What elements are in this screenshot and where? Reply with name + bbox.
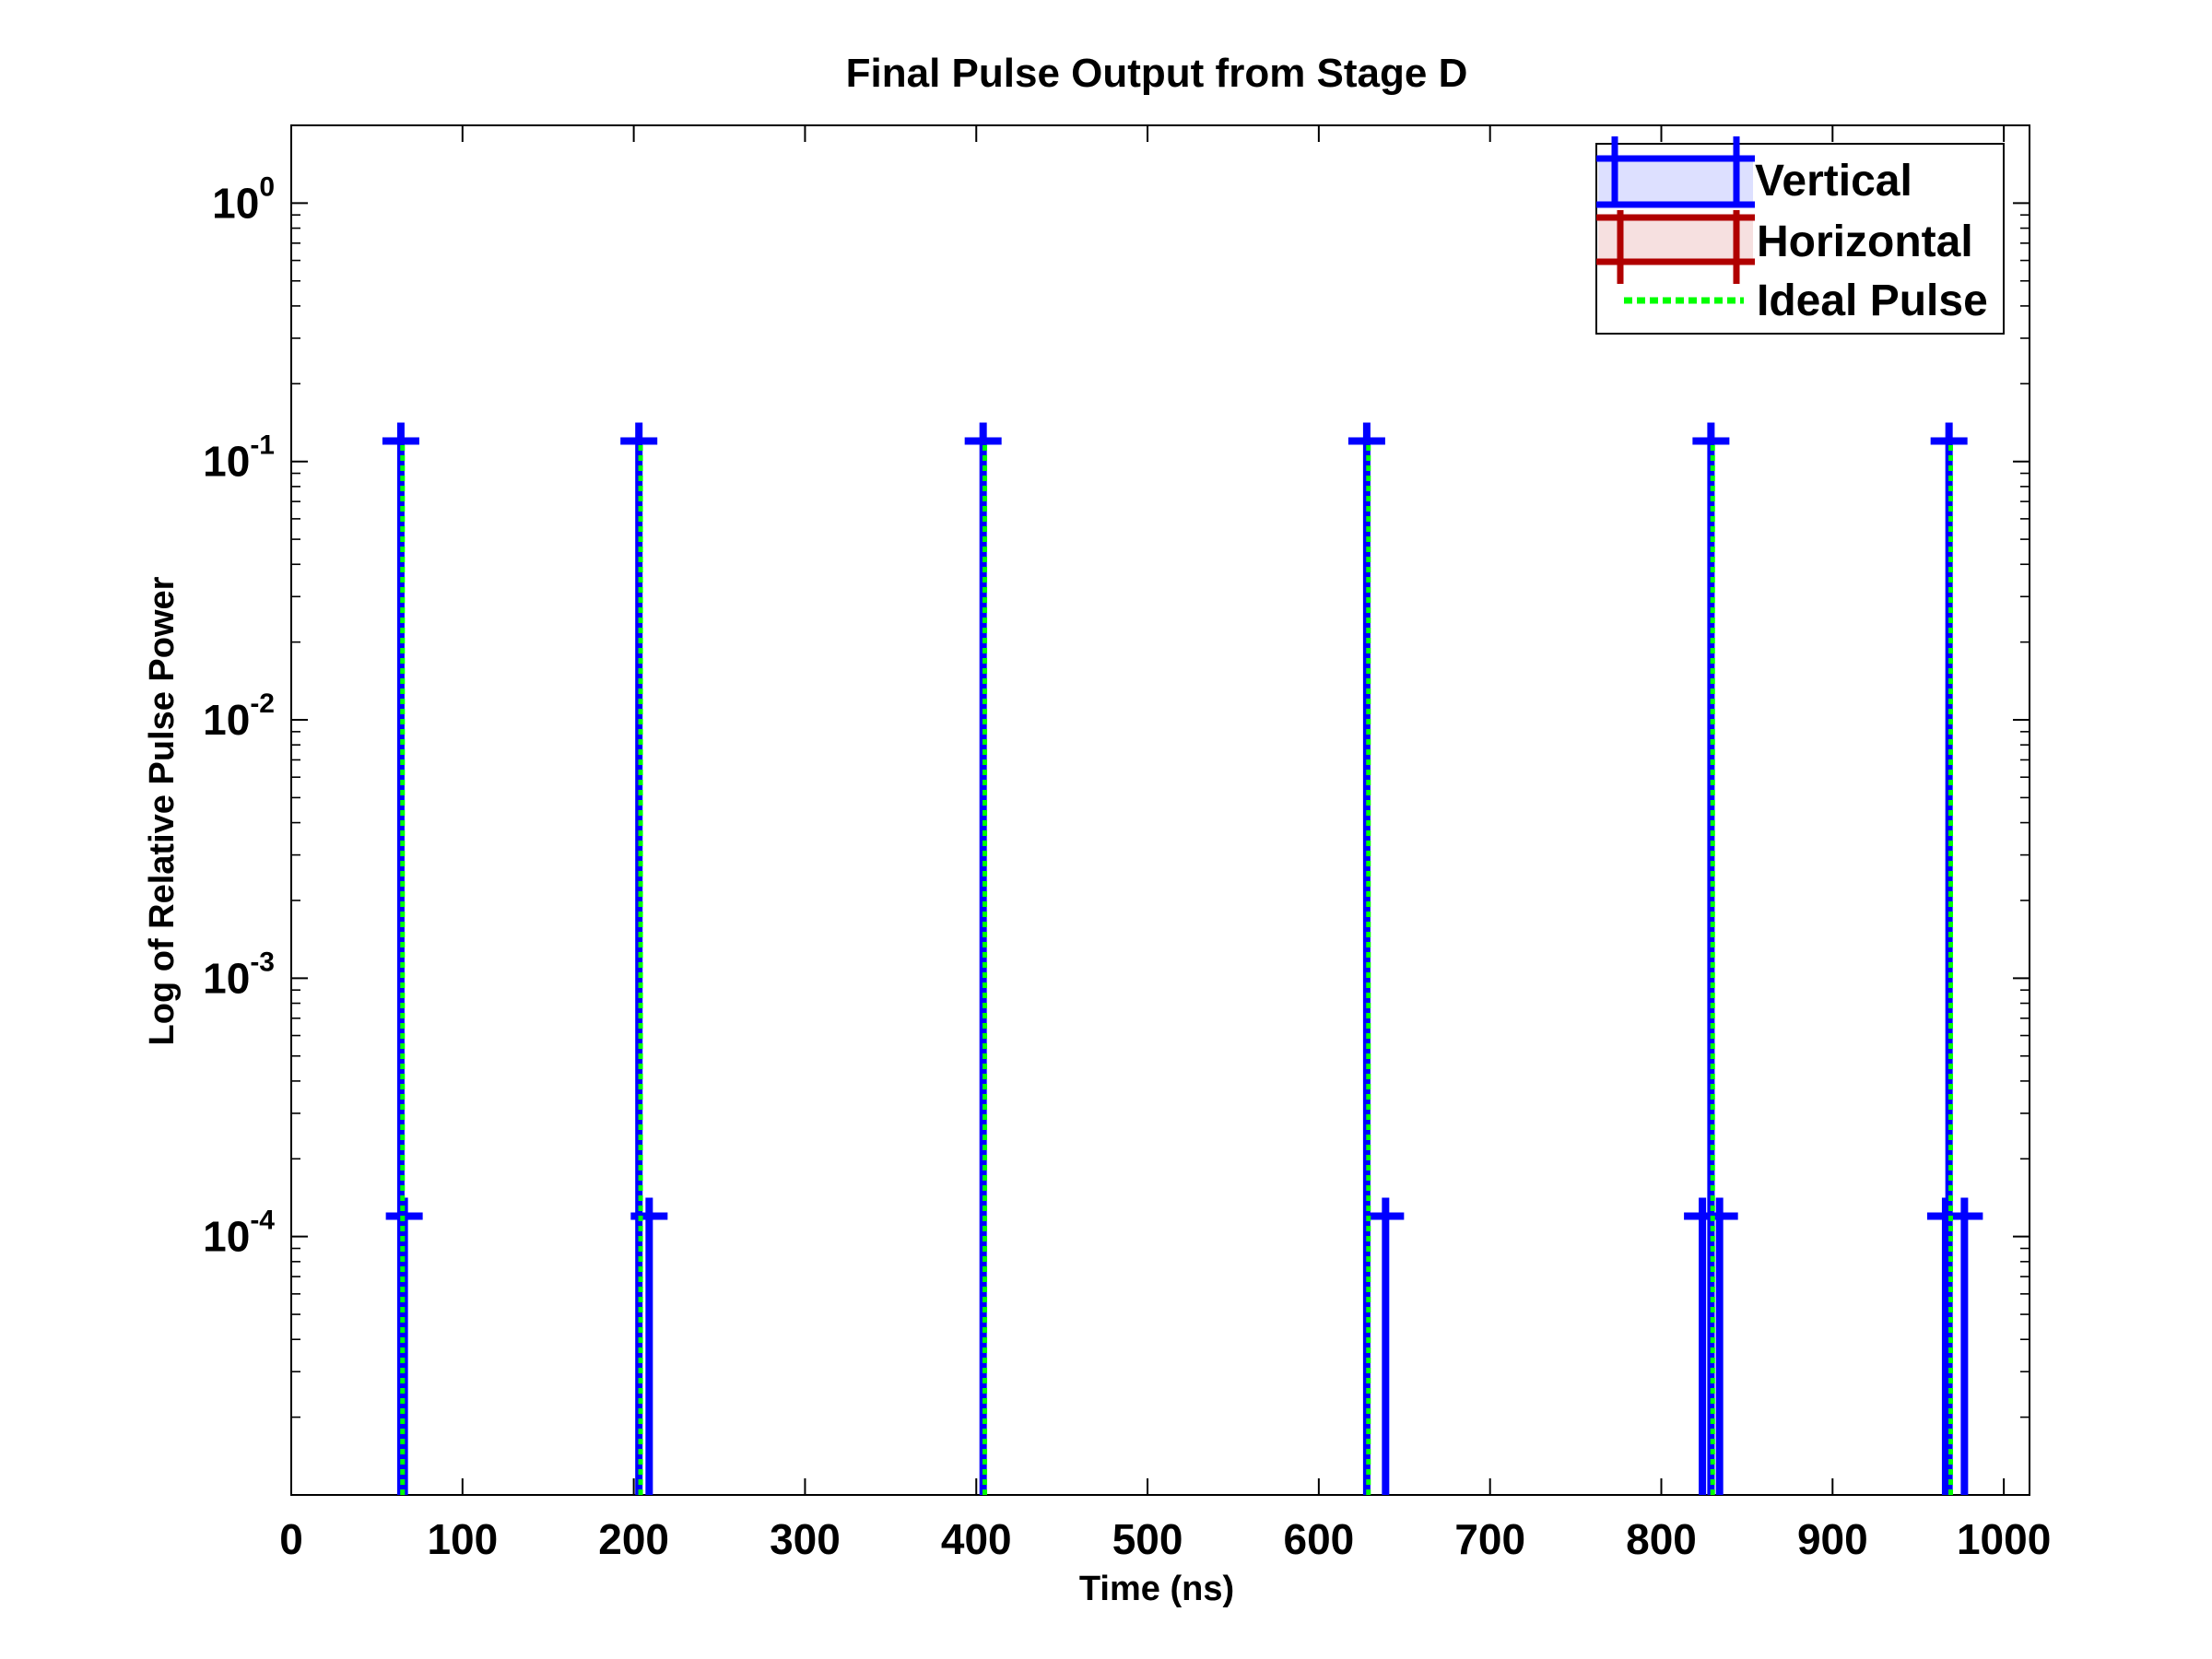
y-tick-label: 10-4 (203, 1206, 275, 1261)
x-tick-label: 200 (598, 1515, 669, 1563)
x-tick-label: 400 (941, 1515, 1012, 1563)
x-tick-label: 700 (1454, 1515, 1525, 1563)
y-tick-label: 10-3 (203, 947, 275, 1002)
legend-horizontal-swatch (1598, 218, 1753, 262)
legend-ideal-label: Ideal Pulse (1757, 276, 1988, 325)
x-tick-label: 800 (1626, 1515, 1697, 1563)
axes-frame (290, 124, 2030, 1496)
y-tick-label: 10-1 (203, 430, 275, 486)
x-tick-label: 600 (1284, 1515, 1355, 1563)
chart-title: Final Pulse Output from Stage D (846, 51, 1468, 96)
x-tick-label: 900 (1797, 1515, 1868, 1563)
x-tick-label: 0 (279, 1515, 303, 1563)
legend-horizontal-label: Horizontal (1757, 218, 1973, 266)
x-tick-label: 1000 (1957, 1515, 2051, 1563)
x-tick-label: 500 (1112, 1515, 1183, 1563)
legend-vertical-swatch (1598, 159, 1753, 205)
x-tick-label: 300 (770, 1515, 841, 1563)
x-tick-label: 100 (427, 1515, 498, 1563)
legend: Vertical Horizontal Ideal Pulse (1595, 136, 2005, 335)
plot-area: 0 100 200 300 400 500 600 700 800 900 1000 100 10-1 1… (203, 124, 2051, 1563)
legend-vertical-label: Vertical (1755, 157, 1912, 206)
y-tick-label: 100 (212, 171, 275, 227)
x-axis-label: Time (ns) (1079, 1570, 1234, 1608)
y-axis-label: Log of Relative Pulse Power (143, 576, 182, 1045)
y-tick-label: 10-2 (203, 688, 275, 744)
